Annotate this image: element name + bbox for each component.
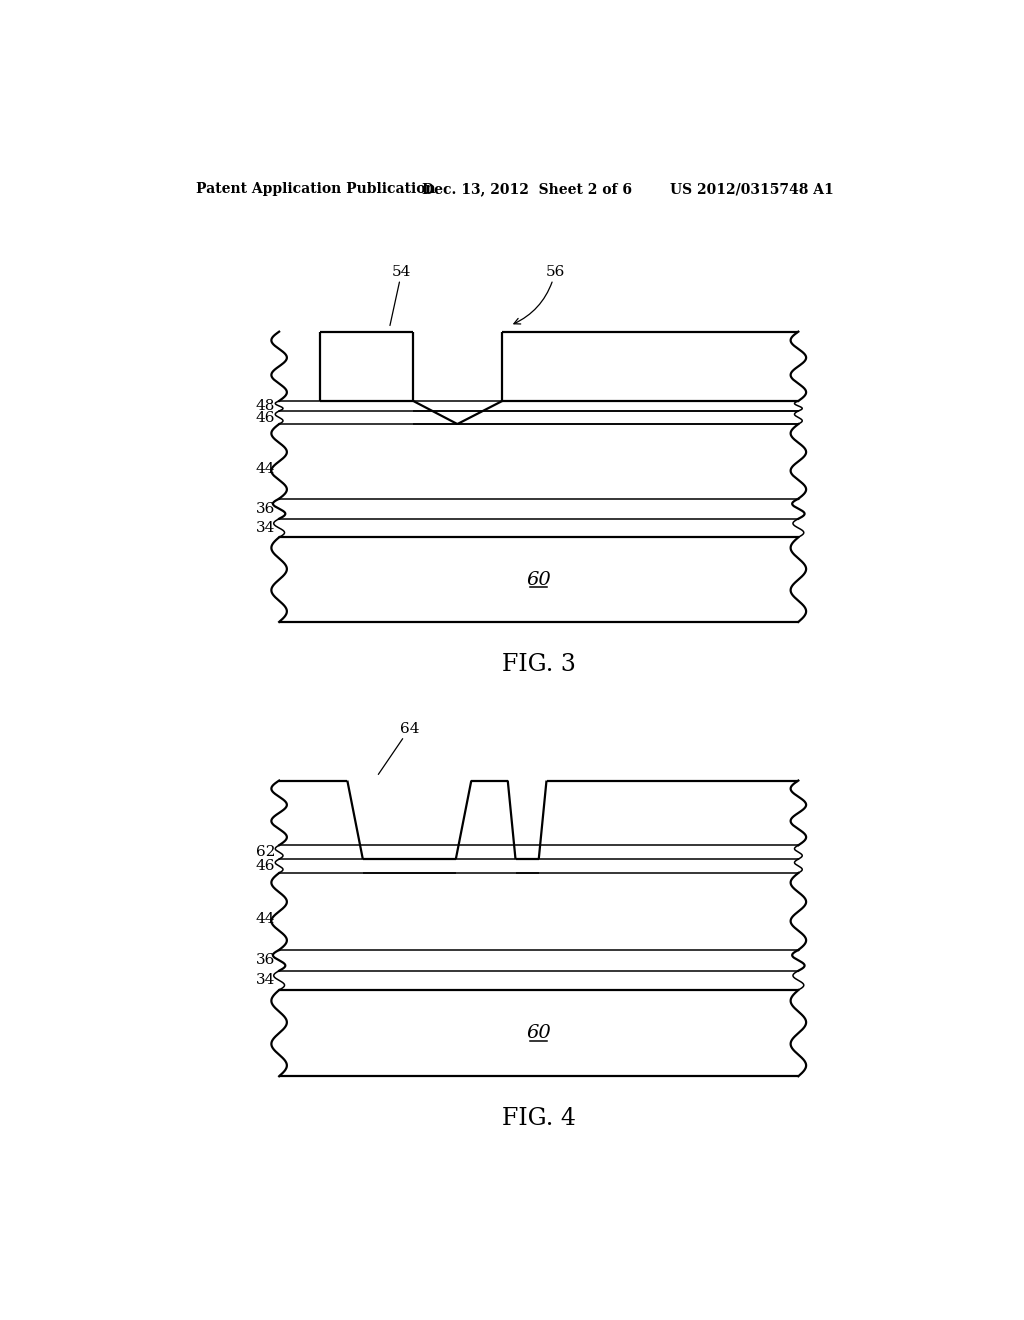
Text: US 2012/0315748 A1: US 2012/0315748 A1 <box>671 182 835 197</box>
Text: FIG. 4: FIG. 4 <box>502 1107 575 1130</box>
Text: 44: 44 <box>256 462 275 477</box>
Text: Patent Application Publication: Patent Application Publication <box>197 182 436 197</box>
Text: 44: 44 <box>256 912 275 927</box>
Text: 46: 46 <box>256 859 275 873</box>
Text: 36: 36 <box>256 953 275 968</box>
Text: 60: 60 <box>526 570 551 589</box>
Text: Dec. 13, 2012  Sheet 2 of 6: Dec. 13, 2012 Sheet 2 of 6 <box>423 182 633 197</box>
Text: 36: 36 <box>256 502 275 516</box>
Text: 54: 54 <box>390 265 412 326</box>
Text: 60: 60 <box>526 1024 551 1041</box>
Text: 34: 34 <box>256 973 275 987</box>
Text: 48: 48 <box>256 399 275 413</box>
Text: FIG. 3: FIG. 3 <box>502 653 575 676</box>
Text: 34: 34 <box>256 521 275 535</box>
Text: 46: 46 <box>256 411 275 425</box>
Text: 62: 62 <box>256 845 275 859</box>
Text: 56: 56 <box>514 265 564 323</box>
Text: 64: 64 <box>378 722 419 775</box>
